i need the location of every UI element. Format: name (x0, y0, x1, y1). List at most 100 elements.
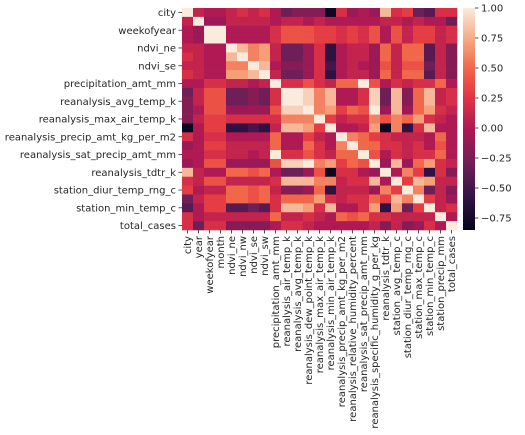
heatmap-cell (281, 132, 293, 142)
heatmap-cell (435, 141, 447, 151)
heatmap-cell (270, 43, 282, 53)
x-tick-label: reanalysis_precip_amt_kg_per_m2 (337, 236, 348, 407)
heatmap-cell (314, 8, 326, 18)
heatmap-cell (336, 114, 348, 124)
heatmap-cell (193, 150, 205, 160)
heatmap-cell (259, 105, 271, 115)
heatmap-cell (380, 8, 392, 18)
heatmap-cell (248, 16, 260, 27)
heatmap-cell (413, 212, 425, 222)
heatmap-cell (413, 141, 425, 151)
heatmap-cell (193, 43, 205, 53)
heatmap-cell (446, 8, 458, 18)
heatmap-cell (325, 79, 337, 89)
heatmap-cell (435, 203, 447, 213)
heatmap-cell (314, 87, 326, 98)
heatmap-cell (204, 87, 216, 98)
colorbar-tick-label: 0.25 (481, 94, 503, 105)
heatmap-cell (237, 221, 249, 231)
heatmap-cell (314, 96, 326, 106)
heatmap-cell (391, 158, 403, 169)
heatmap-cell (402, 141, 414, 151)
heatmap-cell (182, 34, 194, 44)
heatmap-cell (358, 105, 370, 115)
heatmap-cell (292, 8, 304, 18)
heatmap-cell (358, 194, 370, 204)
heatmap-cell (303, 34, 315, 44)
heatmap-cell (424, 185, 436, 195)
heatmap-cell (347, 185, 359, 195)
heatmap-cell (380, 114, 392, 124)
heatmap-cell (424, 8, 436, 18)
colorbar-tick-label: 1.00 (481, 4, 503, 15)
heatmap-cell (336, 123, 348, 133)
heatmap-cell (292, 203, 304, 213)
heatmap-cell (182, 185, 194, 195)
y-tick-label: station_min_temp_c (76, 203, 176, 214)
heatmap-cell (446, 96, 458, 106)
heatmap-cell (314, 221, 326, 231)
heatmap-cell (204, 96, 216, 106)
heatmap-cell (424, 114, 436, 124)
heatmap-cell (347, 43, 359, 53)
heatmap-cell (325, 203, 337, 213)
heatmap-cell (336, 43, 348, 53)
heatmap-cell (281, 61, 293, 71)
heatmap-cell (237, 8, 249, 18)
heatmap-cell (248, 212, 260, 222)
heatmap-cell (446, 25, 458, 35)
heatmap-cell (270, 158, 282, 169)
heatmap-cell (303, 203, 315, 213)
heatmap-cell (446, 79, 458, 89)
heatmap-cell (435, 87, 447, 98)
heatmap-cell (435, 158, 447, 169)
heatmap-cell (303, 87, 315, 98)
heatmap-cell (391, 70, 403, 80)
heatmap-cell (204, 203, 216, 213)
heatmap-cell (314, 43, 326, 53)
heatmap-cell (325, 34, 337, 44)
heatmap-cell (314, 79, 326, 89)
heatmap-cell (193, 34, 205, 44)
heatmap-cell (182, 79, 194, 89)
heatmap-cell (380, 96, 392, 106)
heatmap-cell (248, 150, 260, 160)
heatmap-cell (259, 167, 271, 178)
heatmap-cell (380, 176, 392, 186)
heatmap-cell (237, 16, 249, 27)
heatmap-cell (435, 150, 447, 160)
heatmap-cell (248, 203, 260, 213)
heatmap-cell (215, 194, 227, 204)
heatmap-cell (336, 221, 348, 231)
heatmap-cell (358, 132, 370, 142)
heatmap-cell (369, 150, 381, 160)
heatmap-cell (325, 212, 337, 222)
heatmap-cell (292, 194, 304, 204)
heatmap-cell (336, 167, 348, 178)
heatmap-cell (193, 132, 205, 142)
heatmap-cell (281, 194, 293, 204)
heatmap-cell (369, 79, 381, 89)
heatmap-cell (259, 16, 271, 27)
y-tick-label: reanalysis_sat_precip_amt_mm (20, 150, 176, 161)
heatmap-cell (182, 176, 194, 186)
heatmap-cell (281, 87, 293, 98)
heatmap-cell (248, 52, 260, 62)
heatmap-cell (413, 52, 425, 62)
heatmap-cell (226, 167, 238, 178)
heatmap-cell (281, 52, 293, 62)
x-tick-label: reanalysis_specific_humidity_g_per_kg (370, 236, 381, 429)
heatmap-cell (424, 87, 436, 98)
heatmap-cell (259, 43, 271, 53)
heatmap-cell (391, 114, 403, 124)
heatmap-cell (303, 70, 315, 80)
heatmap-cell (435, 96, 447, 106)
heatmap-cell (424, 221, 436, 231)
heatmap-cell (369, 123, 381, 133)
heatmap-cell (226, 114, 238, 124)
heatmap-cell (248, 176, 260, 186)
heatmap-cell (380, 141, 392, 151)
heatmap-cell (215, 141, 227, 151)
heatmap-cell (424, 105, 436, 115)
x-tick-label: total_cases (447, 236, 458, 292)
